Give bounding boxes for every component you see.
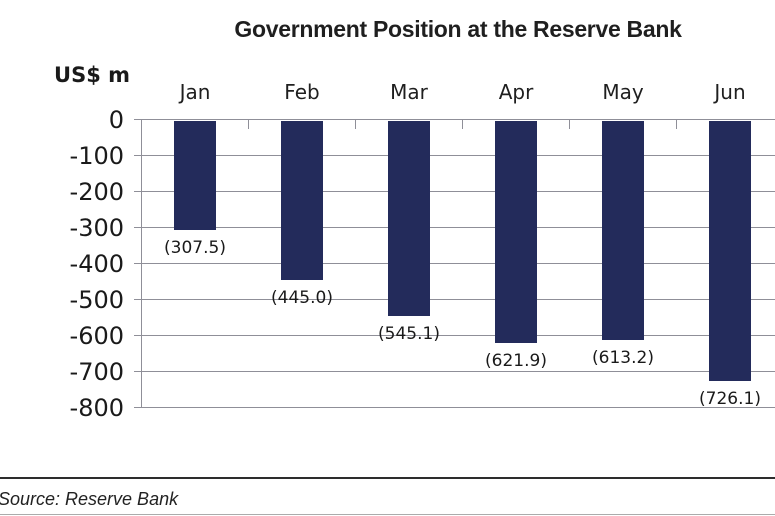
- y-axis-tick-label: -600: [69, 321, 124, 350]
- value-label-jan: (307.5): [164, 238, 226, 259]
- y-axis-tick: [133, 299, 142, 300]
- bar-feb: [281, 120, 323, 280]
- bottom-border: [0, 514, 775, 515]
- value-label-jun: (726.1): [699, 388, 761, 409]
- y-axis-tick-label: -400: [69, 249, 124, 278]
- y-axis-tick: [133, 335, 142, 336]
- y-axis-tick-label: -700: [69, 357, 124, 386]
- y-axis-tick-label: 0: [108, 105, 124, 134]
- y-axis-tick: [133, 119, 142, 120]
- bar-apr: [495, 120, 537, 344]
- gridline: [141, 155, 775, 156]
- y-axis-tick: [133, 407, 142, 408]
- gridline: [141, 191, 775, 192]
- value-label-mar: (545.1): [378, 323, 440, 344]
- source-note: Source: Reserve Bank: [0, 489, 179, 509]
- gridline: [141, 371, 775, 372]
- source-divider: [0, 477, 775, 479]
- month-label-apr: Apr: [498, 80, 534, 104]
- x-axis-category-tick: [462, 119, 463, 129]
- x-axis-category-tick: [676, 119, 677, 129]
- bar-jan: [174, 120, 216, 231]
- value-label-may: (613.2): [592, 348, 654, 369]
- chart-title: Government Position at the Reserve Bank: [234, 16, 682, 42]
- y-axis-tick-label: -300: [69, 213, 124, 242]
- month-label-may: May: [602, 80, 644, 104]
- gridline: [141, 263, 775, 264]
- value-label-feb: (445.0): [271, 287, 333, 308]
- x-axis-category-tick: [569, 119, 570, 129]
- y-axis-tick-label: -100: [69, 141, 124, 170]
- x-axis-category-tick: [248, 119, 249, 129]
- y-axis-tick-label: -500: [69, 285, 124, 314]
- y-axis-tick-label: -800: [69, 393, 124, 422]
- x-axis-category-tick: [355, 119, 356, 129]
- y-axis-tick: [133, 155, 142, 156]
- y-axis-tick: [133, 371, 142, 372]
- month-label-mar: Mar: [390, 80, 428, 104]
- y-axis-tick-label: -200: [69, 177, 124, 206]
- month-label-jun: Jun: [714, 80, 746, 104]
- gridline: [141, 407, 775, 408]
- month-label-jan: Jan: [179, 80, 211, 104]
- gridline: [141, 335, 775, 336]
- y-axis-tick: [133, 191, 142, 192]
- y-axis-tick: [133, 227, 142, 228]
- gridline: [141, 299, 775, 300]
- gridline: [141, 227, 775, 228]
- month-label-feb: Feb: [284, 80, 320, 104]
- value-label-apr: (621.9): [485, 351, 547, 372]
- bar-may: [602, 120, 644, 341]
- y-axis-line: [141, 119, 142, 408]
- bar-mar: [388, 120, 430, 316]
- gridline: [141, 119, 775, 120]
- y-axis-tick: [133, 263, 142, 264]
- y-axis-unit-label: US$ m: [54, 63, 130, 87]
- bar-jun: [709, 120, 751, 381]
